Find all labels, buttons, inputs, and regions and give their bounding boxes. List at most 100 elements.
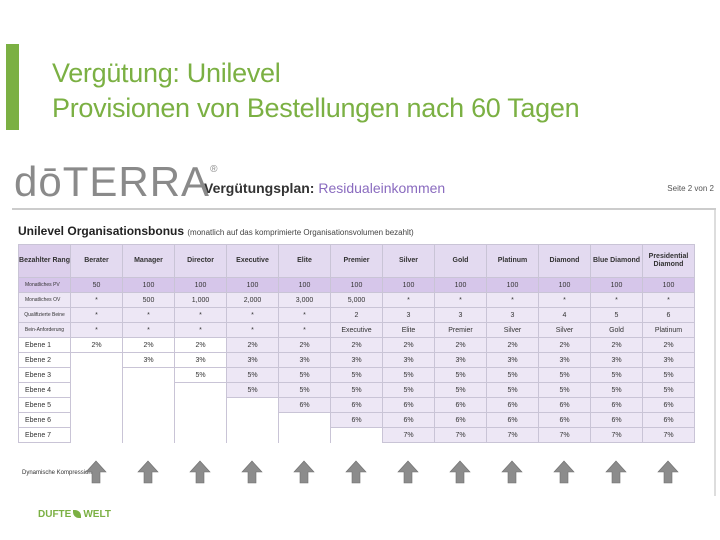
rank-header: Berater: [70, 244, 123, 278]
level-cell: 5%: [590, 382, 643, 398]
table-cell: 3: [434, 307, 487, 323]
compression-arrow-icon: [241, 460, 263, 484]
table-cell: 100: [122, 277, 175, 293]
row-label: Monatliches OV: [18, 292, 71, 308]
level-label: Ebene 3: [18, 367, 71, 383]
level-cell: 5%: [382, 367, 435, 383]
table-cell: *: [642, 292, 695, 308]
rank-header: Blue Diamond: [590, 244, 643, 278]
row-label: Qualifizierte Beine: [18, 307, 71, 323]
compression-arrow-icon: [397, 460, 419, 484]
level-cell: [278, 427, 331, 443]
divider: [12, 208, 716, 210]
compression-arrow-icon: [501, 460, 523, 484]
level-cell: 6%: [642, 397, 695, 413]
level-cell: 5%: [382, 382, 435, 398]
table-cell: 100: [434, 277, 487, 293]
table-cell: 100: [538, 277, 591, 293]
level-cell: 6%: [330, 397, 383, 413]
table-cell: *: [486, 292, 539, 308]
level-row: Ebene 2 3% 3% 3% 3% 3% 3% 3% 3% 3% 3% 3%: [18, 352, 695, 368]
table-row: Monatliches PV 50 100 100 100 100 100 100 100 100…: [18, 277, 695, 293]
compression-arrow-icon: [553, 460, 575, 484]
table-cell: Silver: [486, 322, 539, 338]
table-cell: *: [278, 307, 331, 323]
level-cell: 2%: [330, 337, 383, 353]
table-cell: 3: [382, 307, 435, 323]
table-cell: *: [226, 307, 279, 323]
compression-label: Dynamische Kompression: [22, 470, 92, 476]
level-cell: 6%: [434, 412, 487, 428]
table-cell: *: [434, 292, 487, 308]
page-number: Seite 2 von 2: [667, 184, 714, 193]
level-row: Ebene 1 2% 2% 2% 2% 2% 2% 2% 2% 2% 2% 2% 2%: [18, 337, 695, 353]
table-cell: 3,000: [278, 292, 331, 308]
compression-arrow-icon: [189, 460, 211, 484]
table-cell: 100: [486, 277, 539, 293]
rank-header: Presidential Diamond: [642, 244, 695, 278]
table-cell: 50: [70, 277, 123, 293]
level-cell: 7%: [538, 427, 591, 443]
level-cell: 6%: [486, 397, 539, 413]
level-cell: 5%: [538, 367, 591, 383]
level-cell: 3%: [538, 352, 591, 368]
table-cell: 100: [174, 277, 227, 293]
level-label: Ebene 1: [18, 337, 71, 353]
level-cell: 2%: [590, 337, 643, 353]
table-cell: *: [538, 292, 591, 308]
level-cell: [122, 397, 175, 413]
level-cell: 3%: [382, 352, 435, 368]
table-cell: *: [590, 292, 643, 308]
table-cell: 5,000: [330, 292, 383, 308]
level-label: Ebene 7: [18, 427, 71, 443]
table-cell: 100: [590, 277, 643, 293]
level-cell: 5%: [330, 367, 383, 383]
level-cell: [70, 412, 123, 428]
level-cell: 6%: [486, 412, 539, 428]
level-row: Ebene 4 5% 5% 5% 5% 5% 5% 5% 5% 5%: [18, 382, 695, 398]
level-cell: 2%: [278, 337, 331, 353]
table-cell: *: [174, 307, 227, 323]
table-cell: 3: [486, 307, 539, 323]
level-row: Ebene 5 6% 6% 6% 6% 6% 6% 6% 6%: [18, 397, 695, 413]
table-cell: *: [174, 322, 227, 338]
level-cell: 2%: [486, 337, 539, 353]
table-cell: 100: [226, 277, 279, 293]
level-cell: [70, 382, 123, 398]
level-cell: 6%: [590, 412, 643, 428]
doterra-logo: dōTERRA®: [14, 158, 219, 205]
plan-title-sub: Residualeinkommen: [318, 180, 446, 196]
level-cell: [330, 427, 383, 443]
divider-vertical: [714, 210, 716, 496]
plan-title-bold: Vergütungsplan:: [204, 180, 315, 196]
level-cell: 3%: [330, 352, 383, 368]
rank-header: Silver: [382, 244, 435, 278]
level-cell: [70, 367, 123, 383]
level-cell: 5%: [434, 382, 487, 398]
level-label: Ebene 2: [18, 352, 71, 368]
level-cell: [122, 367, 175, 383]
header-label: Bezahlter Rang: [18, 244, 71, 278]
level-cell: [122, 382, 175, 398]
level-cell: 2%: [226, 337, 279, 353]
level-cell: [226, 427, 279, 443]
table-cell: *: [278, 322, 331, 338]
level-cell: 2%: [174, 337, 227, 353]
level-cell: 5%: [330, 382, 383, 398]
level-label: Ebene 6: [18, 412, 71, 428]
rank-header: Executive: [226, 244, 279, 278]
table-cell: 100: [330, 277, 383, 293]
table-cell: 2,000: [226, 292, 279, 308]
accent-bar: [6, 44, 19, 130]
level-cell: [226, 397, 279, 413]
level-cell: [278, 412, 331, 428]
level-cell: 2%: [122, 337, 175, 353]
table-cell: 100: [642, 277, 695, 293]
bonus-note: (monatlich auf das komprimierte Organisa…: [187, 228, 414, 237]
level-label: Ebene 4: [18, 382, 71, 398]
level-cell: 2%: [538, 337, 591, 353]
level-cell: 6%: [538, 412, 591, 428]
table-cell: Executive: [330, 322, 383, 338]
level-cell: 5%: [434, 367, 487, 383]
level-cell: 3%: [486, 352, 539, 368]
